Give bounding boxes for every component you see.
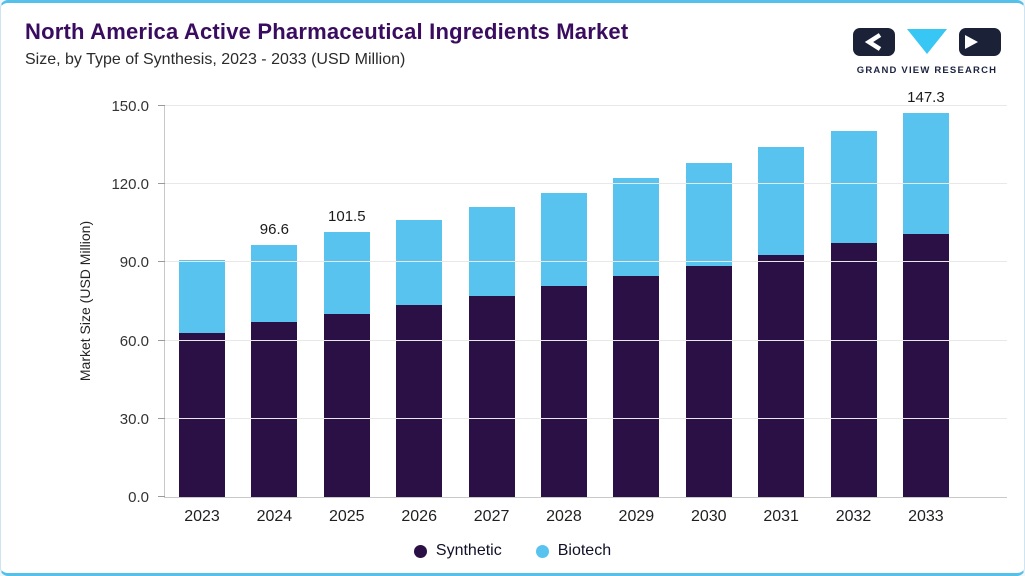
legend: Synthetic Biotech (1, 542, 1024, 560)
y-tick-mark (158, 417, 165, 419)
gridline (165, 261, 1007, 263)
y-tick-mark (158, 261, 165, 263)
bar-group: 101.5 2025 (323, 106, 370, 525)
x-tick-label: 2026 (401, 508, 437, 525)
bar-segment-synthetic (758, 254, 805, 497)
bar-segment-synthetic (323, 313, 370, 497)
bar-value-label: 96.6 (259, 221, 289, 239)
y-tick-mark (158, 496, 165, 497)
legend-label-biotech: Biotech (557, 542, 612, 559)
x-tick-label: 2028 (546, 508, 582, 525)
bar-segment-biotech (323, 232, 370, 314)
y-tick-label: 90.0 (119, 254, 149, 272)
bar-group: 2031 (758, 106, 805, 525)
bar-segment-biotech (902, 113, 949, 234)
x-tick-label: 2031 (763, 508, 799, 525)
bars: 2023 96.6 2024 101.5 2025 2026 2027 2028 2029 203… (165, 89, 1007, 525)
chart-title: North America Active Pharmaceutical Ingr… (25, 19, 629, 44)
bar-group: 147.3 2033 (902, 89, 949, 525)
bar-segment-synthetic (468, 295, 515, 497)
gridline (165, 417, 1007, 419)
bar-segment-synthetic (540, 286, 587, 497)
gridline (165, 105, 1007, 106)
chart-header: North America Active Pharmaceutical Ingr… (25, 19, 628, 69)
bar-segment-biotech (396, 219, 443, 305)
y-tick-mark (158, 339, 165, 341)
bar-group: 96.6 2024 (251, 106, 298, 525)
y-tick-mark (158, 183, 165, 185)
legend-dot-synthetic (413, 544, 427, 558)
x-tick-label: 2033 (908, 508, 944, 525)
gridline (165, 183, 1007, 185)
x-tick-label: 2030 (690, 508, 727, 525)
y-axis-title: Market Size (USD Million) (77, 220, 93, 382)
legend-item-synthetic: Synthetic (413, 542, 502, 560)
bar-segment-synthetic (613, 276, 660, 497)
bar-group: 2027 (468, 106, 515, 525)
y-tick-label: 30.0 (119, 410, 149, 428)
bar-segment-synthetic (179, 332, 225, 497)
bar-segment-biotech (830, 130, 877, 244)
y-tick-mark (158, 105, 165, 106)
bar-segment-biotech (179, 260, 225, 333)
gridline (165, 339, 1007, 341)
chart-subtitle: Size, by Type of Synthesis, 2023 - 2033 … (25, 51, 406, 68)
bar-segment-synthetic (685, 265, 732, 497)
bar-group: 2032 (830, 106, 877, 525)
plot-area: 2023 96.6 2024 101.5 2025 2026 2027 2028 2029 203… (111, 89, 1007, 525)
bar-segment-biotech (468, 206, 515, 296)
x-tick-label: 2029 (618, 508, 655, 525)
bar-segment-synthetic (830, 243, 877, 497)
bar-segment-synthetic (902, 234, 949, 497)
x-tick-label: 2025 (328, 508, 365, 525)
x-tick-label: 2032 (835, 508, 872, 525)
gvr-logo-text: GRAND VIEW RESEARCH (856, 65, 998, 76)
bar-segment-biotech (758, 146, 805, 255)
gvr-logo: GRAND VIEW RESEARCH (852, 27, 1002, 76)
bar-group: 2028 (540, 106, 587, 525)
bar-value-label: 101.5 (328, 208, 366, 226)
x-tick-label: 2023 (184, 508, 220, 525)
bar-value-label: 147.3 (907, 89, 945, 107)
y-tick-label: 60.0 (119, 332, 149, 350)
bar-segment-biotech (685, 163, 732, 266)
gvr-logo-icon (853, 28, 1001, 56)
x-tick-label: 2027 (473, 508, 510, 525)
bar-group: 2029 (613, 106, 660, 525)
bar-group: 2026 (396, 106, 443, 525)
y-tick-label: 0.0 (128, 489, 149, 506)
x-tick-label: 2024 (256, 508, 293, 525)
legend-label-synthetic: Synthetic (435, 542, 502, 559)
y-tick-label: 150.0 (111, 98, 149, 115)
bar-group: 2023 (179, 106, 225, 525)
bar-segment-synthetic (251, 321, 298, 497)
bar-group: 2030 (685, 106, 732, 525)
bar-segment-biotech (251, 245, 298, 322)
legend-dot-biotech (535, 544, 549, 558)
bar-segment-biotech (613, 178, 660, 277)
y-tick-label: 120.0 (111, 176, 149, 194)
bar-segment-synthetic (396, 304, 443, 497)
bar-segment-biotech (540, 192, 587, 287)
legend-item-biotech: Biotech (535, 542, 612, 560)
